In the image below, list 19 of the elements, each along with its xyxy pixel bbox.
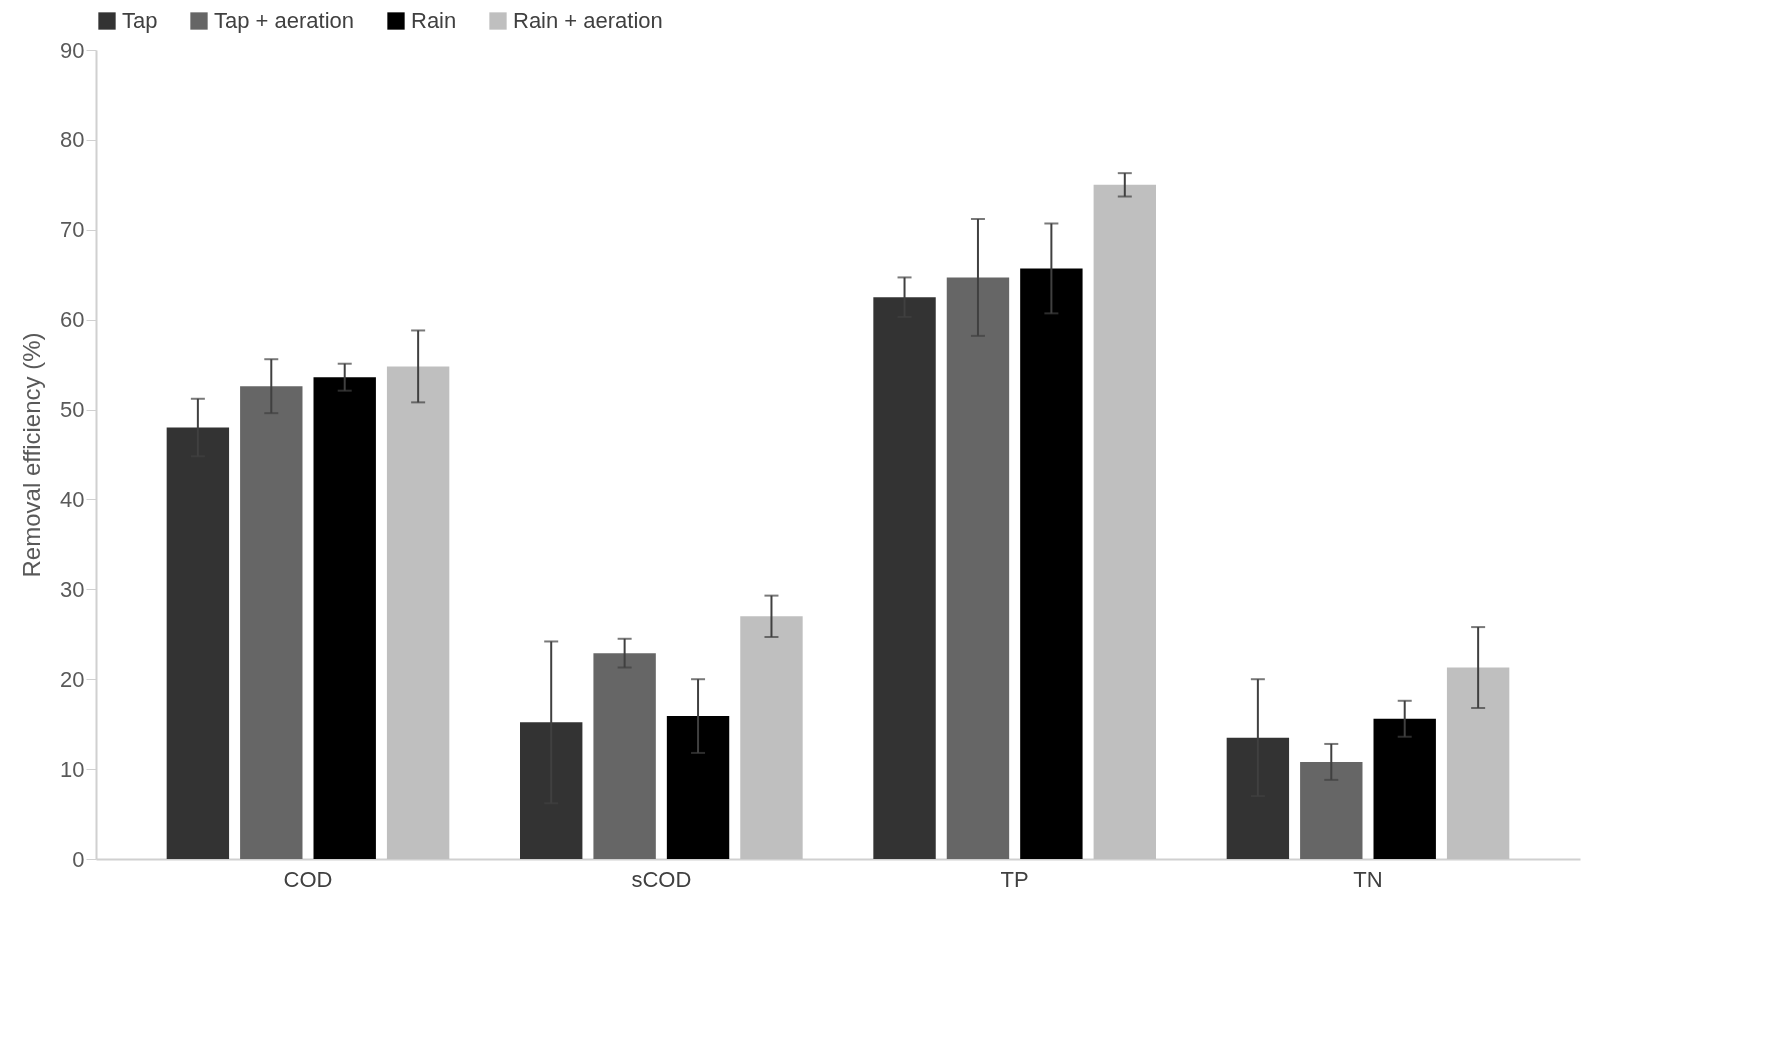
legend-label: Tap — [122, 8, 158, 33]
legend-label: Rain — [411, 8, 457, 33]
legend-label: Rain + aeration — [513, 8, 663, 33]
x-tick-label: COD — [283, 866, 333, 892]
y-tick-label: 10 — [60, 756, 85, 782]
y-tick-label: 90 — [60, 37, 85, 63]
y-tick-label: 70 — [60, 217, 85, 243]
legend-label: Tap + aeration — [214, 8, 355, 33]
y-tick-label: 80 — [60, 127, 85, 153]
y-tick-label: 0 — [72, 846, 85, 872]
y-tick-label: 20 — [60, 666, 85, 692]
x-tick-label: TP — [1000, 866, 1029, 892]
y-tick-label: 30 — [60, 576, 85, 602]
x-tick-label: TN — [1353, 866, 1383, 892]
y-tick-label: 60 — [60, 307, 85, 333]
y-tick-label: 50 — [60, 397, 85, 423]
y-axis-title: Removal efficiency (%) — [18, 332, 46, 578]
y-tick-label: 40 — [60, 486, 85, 512]
x-tick-label: sCOD — [631, 866, 692, 892]
